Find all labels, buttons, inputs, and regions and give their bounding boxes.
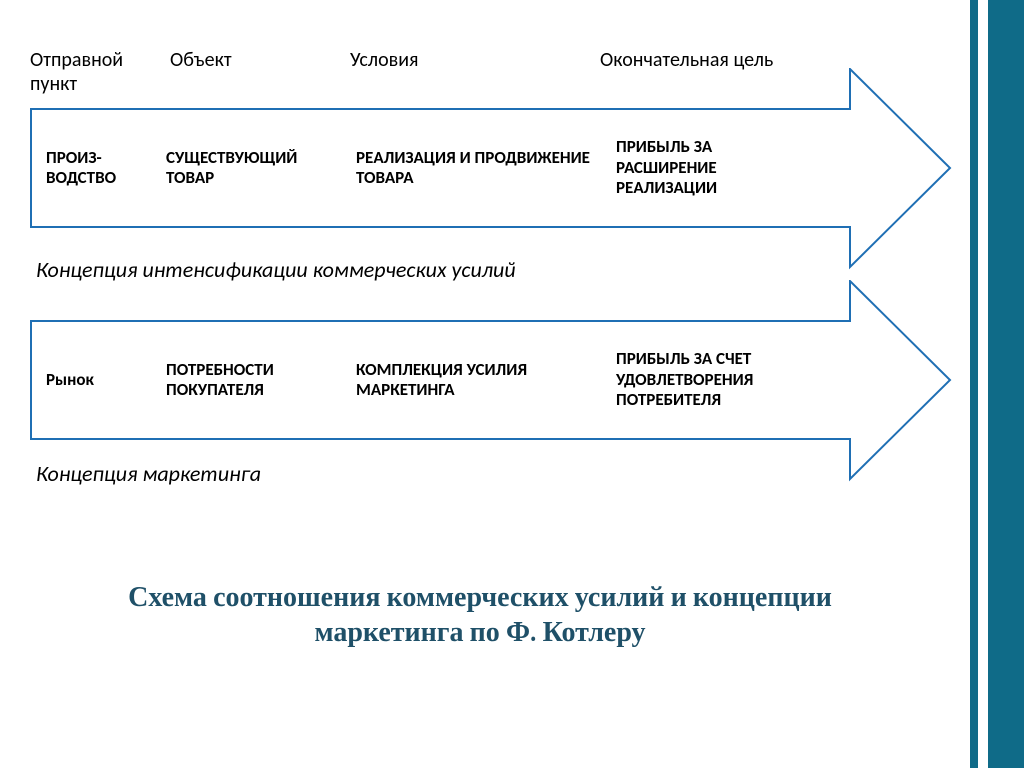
arrow-marketing-concept: Рынок ПОТРЕБНОСТИ ПОКУПАТЕЛЯ КОМПЛЕКЦИЯ …: [30, 280, 950, 480]
cell-realization-promotion: РЕАЛИЗАЦИЯ И ПРОДВИЖЕНИЕ ТОВАРА: [350, 148, 610, 189]
caption-commercial-concept: Концепция интенсификации коммерческих ус…: [36, 256, 516, 283]
cell-profit-expansion: ПРИБЫЛЬ ЗА РАСШИРЕНИЕ РЕАЛИЗАЦИИ: [610, 137, 820, 198]
caption-marketing-concept: Концепция маркетинга: [36, 460, 261, 487]
slide-title: Схема соотношения коммерческих усилий и …: [0, 580, 960, 650]
cell-production: ПРОИЗ-ВОДСТВО: [40, 148, 160, 189]
cell-existing-product: СУЩЕСТВУЮЩИЙ ТОВАР: [160, 148, 350, 189]
arrow-commercial-effort: ПРОИЗ-ВОДСТВО СУЩЕСТВУЮЩИЙ ТОВАР РЕАЛИЗА…: [30, 68, 950, 268]
title-line-2: маркетинга по Ф. Котлеру: [314, 616, 645, 648]
cell-buyer-needs: ПОТРЕБНОСТИ ПОКУПАТЕЛЯ: [160, 360, 350, 401]
cell-marketing-effort-mix: КОМПЛЕКЦИЯ УСИЛИЯ МАРКЕТИНГА: [350, 360, 610, 401]
accent-stripe: [988, 0, 1024, 768]
accent-stripe: [970, 0, 978, 768]
slide: Отправной пункт Объект Условия Окончател…: [0, 0, 1024, 768]
accent-stripe: [978, 0, 988, 768]
title-line-1: Схема соотношения коммерческих усилий и …: [128, 581, 832, 613]
arrow-body: Рынок ПОТРЕБНОСТИ ПОКУПАТЕЛЯ КОМПЛЕКЦИЯ …: [40, 320, 850, 440]
arrow-body: ПРОИЗ-ВОДСТВО СУЩЕСТВУЮЩИЙ ТОВАР РЕАЛИЗА…: [40, 108, 850, 228]
cell-profit-satisfaction: ПРИБЫЛЬ ЗА СЧЕТ УДОВЛЕТВОРЕНИЯ ПОТРЕБИТЕ…: [610, 349, 820, 410]
cell-market: Рынок: [40, 370, 160, 390]
